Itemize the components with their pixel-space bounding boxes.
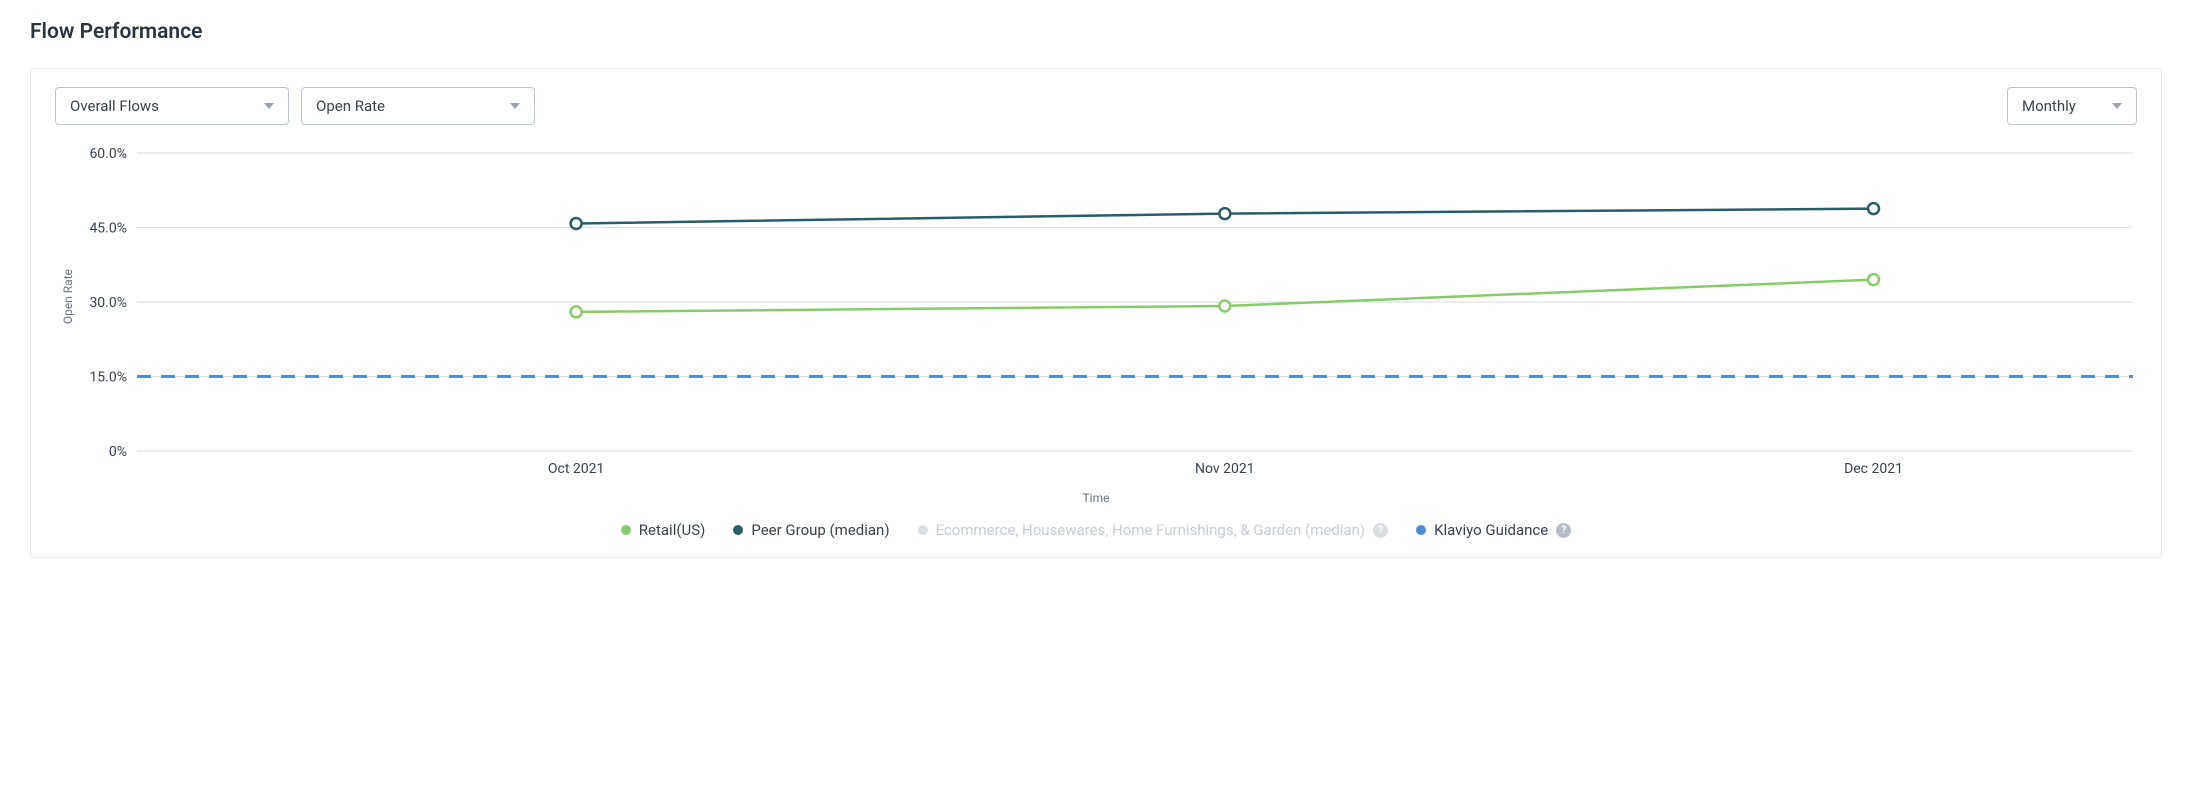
legend: Retail(US) Peer Group (median) Ecommerce, … [55, 521, 2137, 539]
legend-label: Klaviyo Guidance [1434, 521, 1548, 539]
legend-item[interactable]: Klaviyo Guidance? [1416, 521, 1571, 539]
legend-dot-icon [918, 525, 928, 535]
legend-label: Peer Group (median) [751, 521, 889, 539]
legend-dot-icon [1416, 525, 1426, 535]
svg-text:15.0%: 15.0% [89, 370, 127, 386]
flow-select-value: Overall Flows [70, 97, 159, 115]
y-axis-label: Open Rate [55, 269, 75, 324]
svg-text:30.0%: 30.0% [89, 295, 127, 311]
svg-text:Dec 2021: Dec 2021 [1844, 461, 1903, 477]
legend-item[interactable]: Retail(US) [621, 521, 706, 539]
svg-text:Oct 2021: Oct 2021 [548, 461, 605, 477]
legend-label: Retail(US) [639, 521, 706, 539]
help-icon[interactable]: ? [1556, 523, 1571, 538]
legend-dot-icon [621, 525, 631, 535]
chevron-down-icon [264, 103, 274, 109]
chevron-down-icon [510, 103, 520, 109]
chevron-down-icon [2112, 103, 2122, 109]
period-select[interactable]: Monthly [2007, 87, 2137, 125]
x-axis-label: Time [55, 491, 2137, 505]
legend-label: Ecommerce, Housewares, Home Furnishings,… [936, 521, 1366, 539]
metric-select[interactable]: Open Rate [301, 87, 535, 125]
flow-performance-card: Overall Flows Open Rate Monthly Open Rat… [30, 68, 2162, 558]
legend-dot-icon [733, 525, 743, 535]
svg-text:0%: 0% [109, 444, 127, 460]
legend-item[interactable]: Ecommerce, Housewares, Home Furnishings,… [918, 521, 1389, 539]
flow-select[interactable]: Overall Flows [55, 87, 289, 125]
period-select-value: Monthly [2022, 97, 2076, 115]
svg-text:45.0%: 45.0% [89, 221, 127, 237]
help-icon[interactable]: ? [1373, 523, 1388, 538]
chart-container: Open Rate 0% 15.0% 30.0% 45.0% 60.0% Oct 2021… [55, 147, 2137, 487]
metric-select-value: Open Rate [316, 97, 385, 115]
legend-item[interactable]: Peer Group (median) [733, 521, 889, 539]
controls-row: Overall Flows Open Rate Monthly [55, 87, 2137, 125]
svg-text:60.0%: 60.0% [89, 147, 127, 162]
chart-plot: 0% 15.0% 30.0% 45.0% 60.0% Oct 2021 Nov 2021 De… [75, 147, 2137, 487]
svg-text:Nov 2021: Nov 2021 [1195, 461, 1255, 477]
page-title: Flow Performance [30, 20, 2162, 44]
